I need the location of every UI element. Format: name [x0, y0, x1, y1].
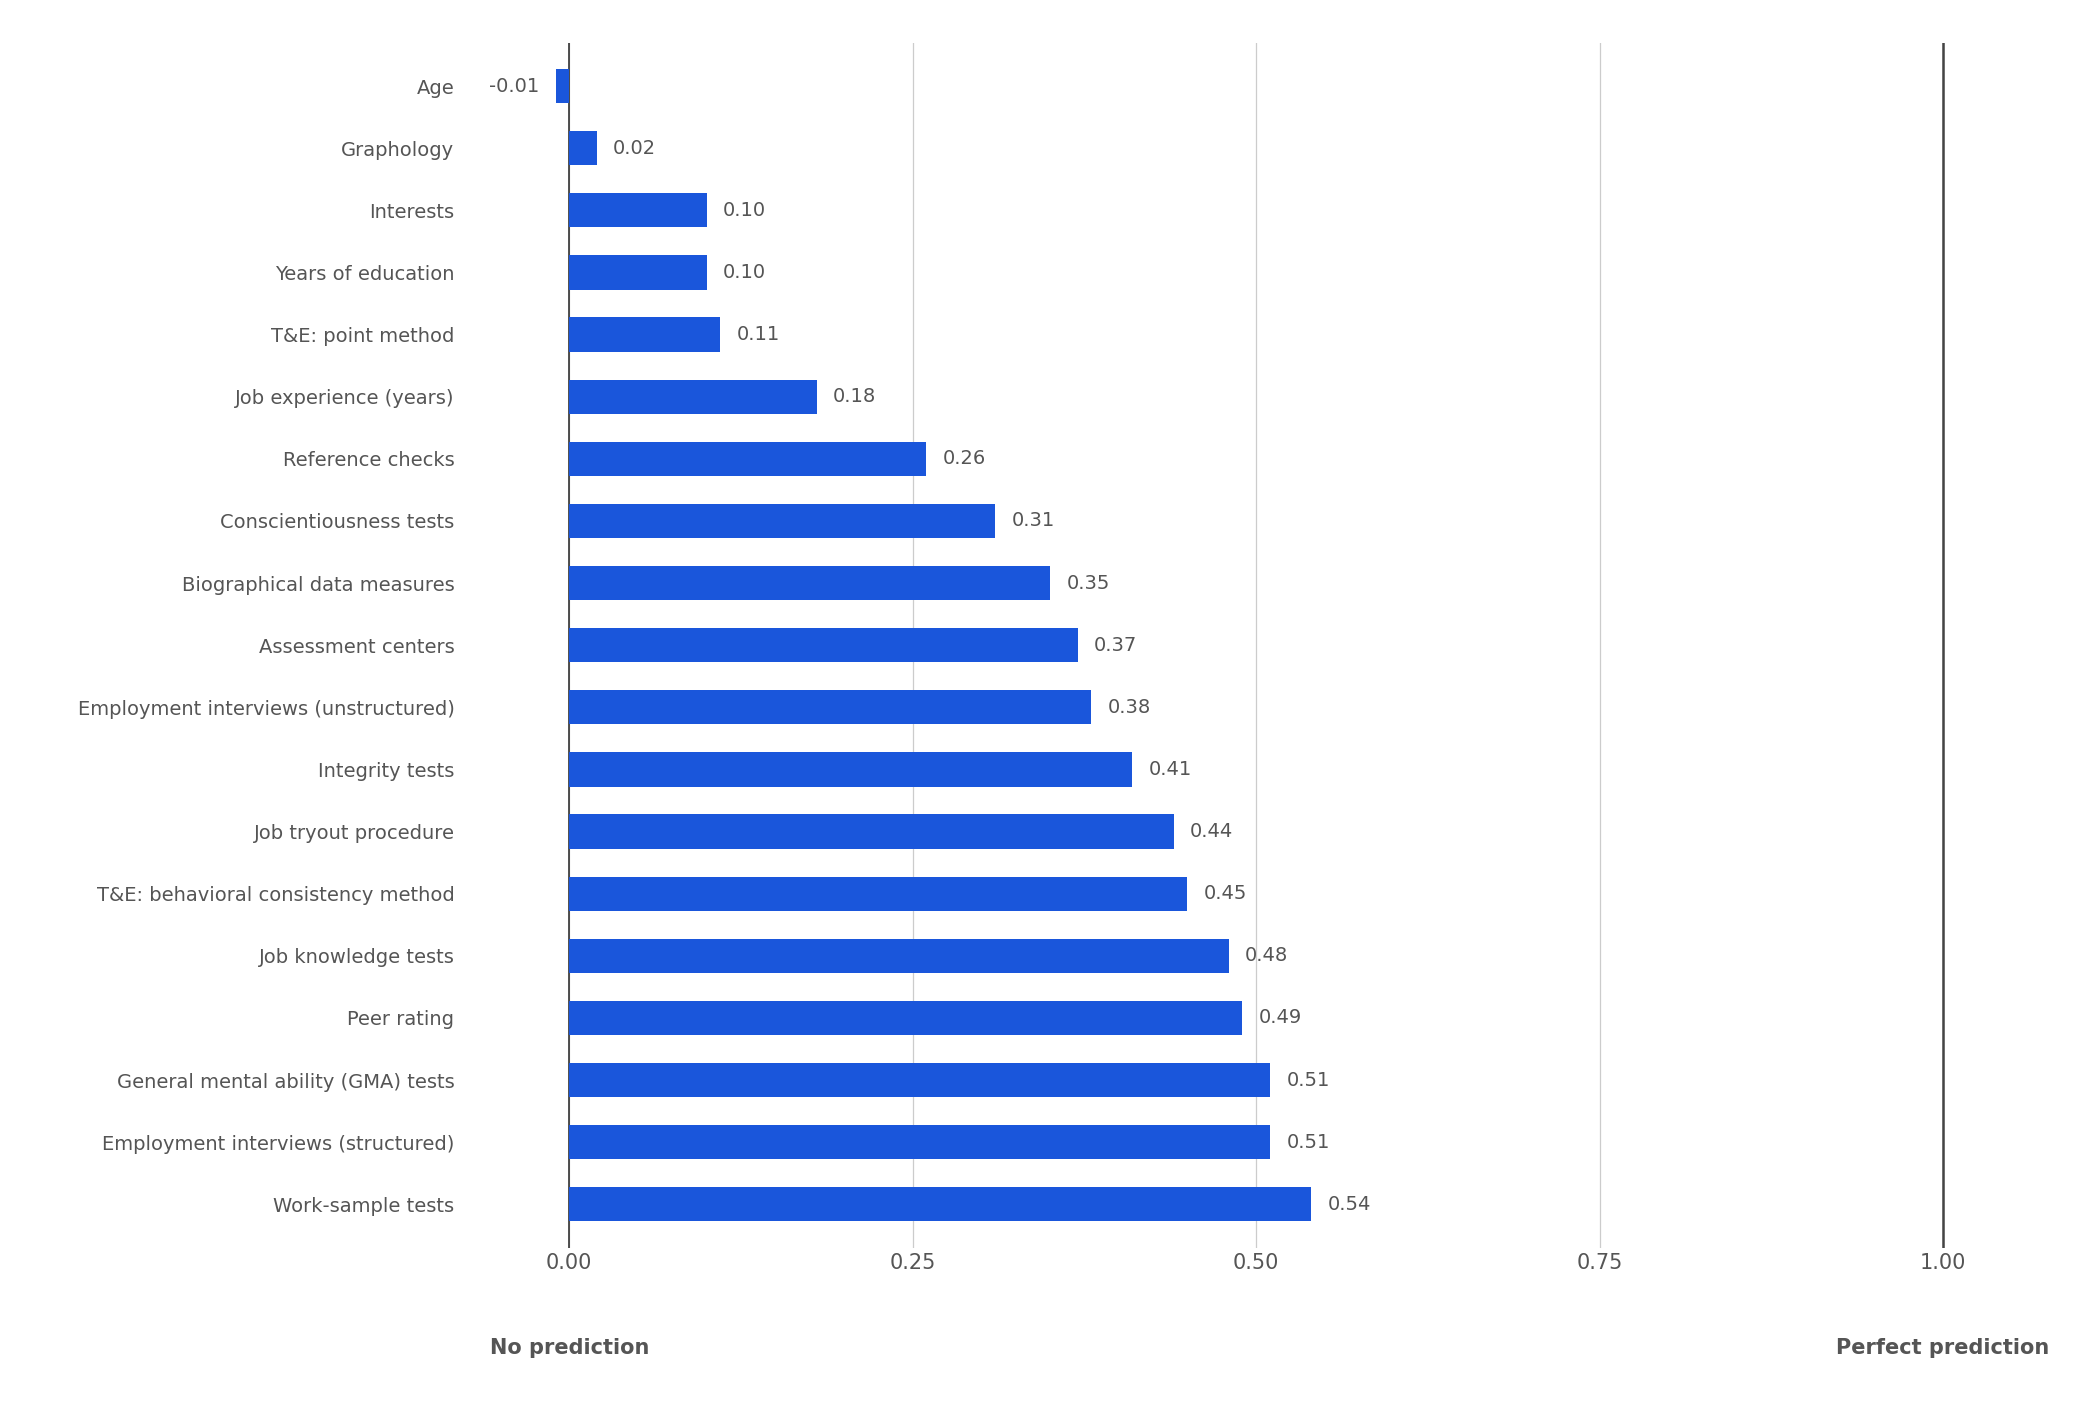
Bar — [555, 69, 570, 104]
Text: 0.51: 0.51 — [1286, 1133, 1330, 1151]
Bar — [570, 691, 1092, 725]
Bar — [570, 380, 816, 414]
Text: 0.41: 0.41 — [1148, 760, 1192, 778]
Bar — [570, 130, 597, 166]
Text: 0.38: 0.38 — [1109, 698, 1150, 718]
Text: 0.45: 0.45 — [1205, 885, 1247, 903]
Bar — [570, 939, 1228, 973]
Bar — [570, 566, 1050, 600]
Bar — [570, 318, 720, 352]
Bar — [570, 442, 927, 476]
Text: No prediction: No prediction — [489, 1339, 649, 1358]
Text: 0.10: 0.10 — [722, 262, 766, 282]
Text: 0.02: 0.02 — [614, 139, 656, 157]
Text: 0.49: 0.49 — [1259, 1008, 1303, 1028]
Text: 0.54: 0.54 — [1328, 1195, 1372, 1214]
Bar — [570, 193, 706, 227]
Bar — [570, 1001, 1242, 1035]
Bar — [570, 753, 1132, 787]
Bar — [570, 1124, 1270, 1160]
Text: 0.44: 0.44 — [1190, 822, 1234, 841]
Text: 0.31: 0.31 — [1011, 512, 1054, 530]
Bar — [570, 628, 1077, 662]
Bar — [570, 1064, 1270, 1098]
Bar — [570, 255, 706, 289]
Text: 0.37: 0.37 — [1094, 635, 1138, 655]
Text: Perfect prediction: Perfect prediction — [1835, 1339, 2050, 1358]
Text: 0.35: 0.35 — [1067, 573, 1111, 593]
Text: -0.01: -0.01 — [489, 77, 539, 95]
Bar — [570, 503, 996, 537]
Bar — [570, 876, 1188, 910]
Text: 0.18: 0.18 — [833, 387, 877, 406]
Bar — [570, 814, 1173, 848]
Text: 0.51: 0.51 — [1286, 1071, 1330, 1089]
Text: 0.11: 0.11 — [737, 325, 781, 345]
Text: 0.48: 0.48 — [1244, 946, 1288, 966]
Text: 0.26: 0.26 — [944, 450, 986, 468]
Text: 0.10: 0.10 — [722, 201, 766, 220]
Bar — [570, 1187, 1311, 1221]
